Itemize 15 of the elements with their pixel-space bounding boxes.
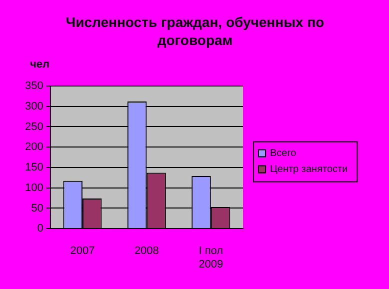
x-tick-label: 2007 xyxy=(70,245,95,258)
x-tick-label: 2008 xyxy=(134,245,159,258)
y-tick-label: 150 xyxy=(24,162,44,174)
y-tick-label: 100 xyxy=(24,182,44,194)
y-tick-label: 50 xyxy=(31,202,44,214)
y-tick-label: 200 xyxy=(24,141,44,154)
y-tick-label: 300 xyxy=(24,100,44,112)
legend-label: Всего xyxy=(270,148,297,160)
y-tick-label: 250 xyxy=(24,120,44,133)
x-tick-label: I пол 2009 xyxy=(198,245,224,270)
legend-label: Центр занятости xyxy=(270,164,348,176)
y-tick-label: 350 xyxy=(24,80,44,92)
y-axis-title: чел xyxy=(30,58,50,71)
chart-title: Численность граждан, обученных по договорам xyxy=(66,14,324,48)
y-tick-label: 0 xyxy=(37,222,44,235)
